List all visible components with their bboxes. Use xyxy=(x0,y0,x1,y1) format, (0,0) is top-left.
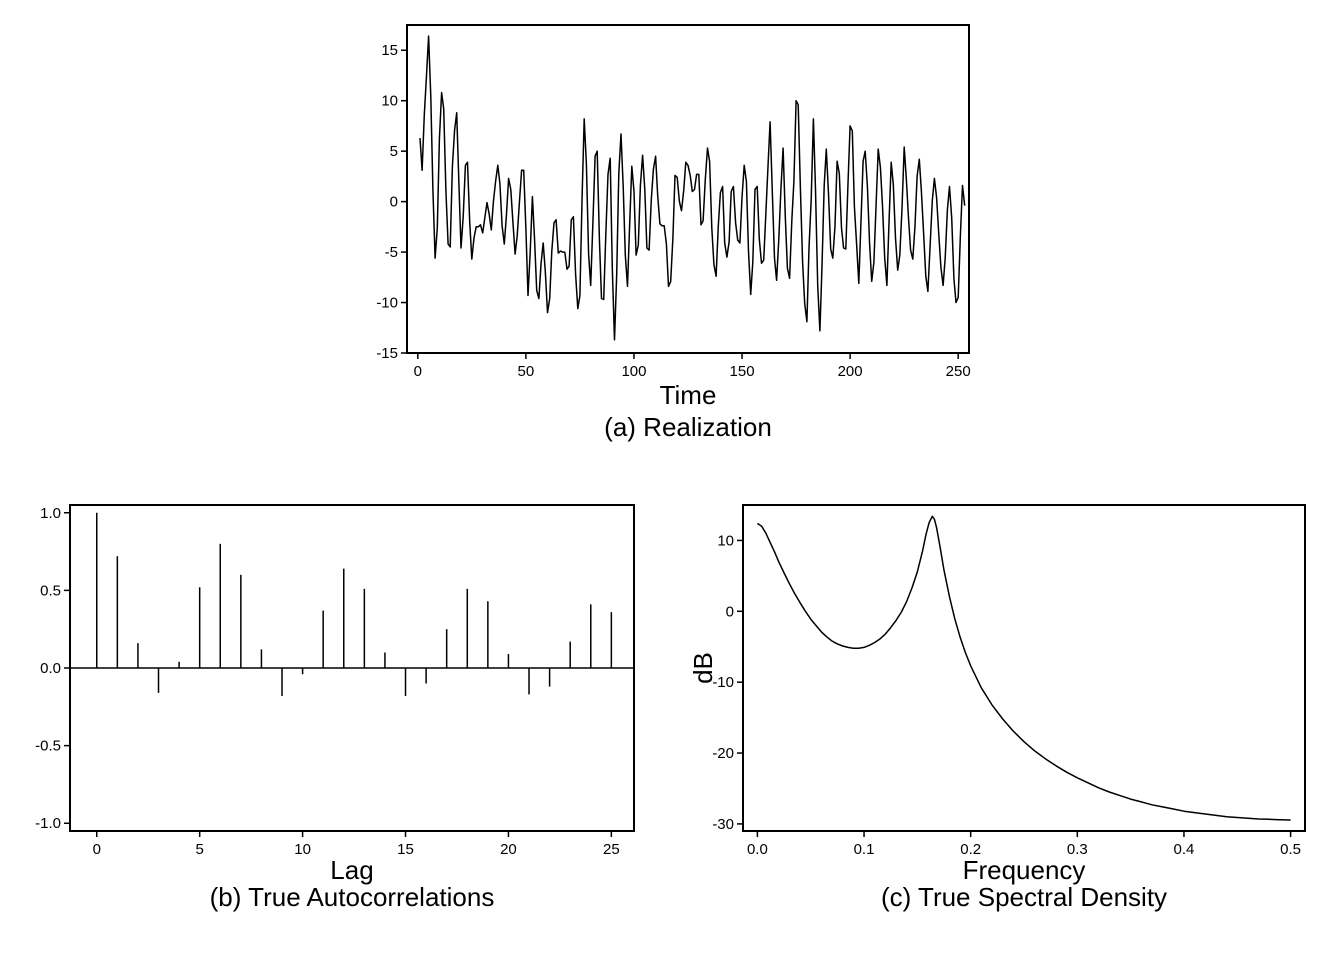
realization-x-tick-label: 150 xyxy=(730,363,755,380)
spectral-density-x-tick-label: 0.5 xyxy=(1280,841,1301,858)
spectral-density-y-tick-label: -10 xyxy=(712,674,734,691)
autocorrelations-y-tick-label: -0.5 xyxy=(35,738,61,755)
realization-y-tick-label: -5 xyxy=(385,244,398,261)
realization-x-tick-label: 200 xyxy=(838,363,863,380)
spectral-density-x-tick-label: 0.3 xyxy=(1067,841,1088,858)
realization-y-tick-label: -10 xyxy=(376,295,398,312)
spectral-density-y-tick-label: -20 xyxy=(712,745,734,762)
spectral-density-y-tick-label: 0 xyxy=(726,603,734,620)
spectral-density-x-tick-label: 0.2 xyxy=(960,841,981,858)
spectral-density-y-tick-label: -30 xyxy=(712,816,734,833)
autocorrelations-x-tick-label: 5 xyxy=(196,841,204,858)
autocorrelations-x-tick-label: 10 xyxy=(294,841,311,858)
autocorrelations-axis-ticks: 0 5 10 15 20 25 -1.0 -0.5 0.0 0.5 1.0 xyxy=(35,505,620,858)
autocorrelations-panel: 0 5 10 15 20 25 -1.0 -0.5 0.0 0.5 1.0 Lag (b) True… xyxy=(35,504,635,912)
autocorrelations-x-tick-label: 0 xyxy=(93,841,101,858)
realization-y-tick-label: -15 xyxy=(376,345,398,362)
spectral-density-axis-ticks: 0.0 0.1 0.2 0.3 0.4 0.5 -30 -20 -10 0 10 xyxy=(712,532,1301,858)
spectral-density-plot-frame xyxy=(742,504,1306,832)
spectral-density-x-tick-label: 0.1 xyxy=(854,841,875,858)
realization-x-tick-label: 50 xyxy=(518,363,535,380)
realization-x-tick-label: 250 xyxy=(946,363,971,380)
realization-caption: (a) Realization xyxy=(604,412,772,442)
autocorrelations-x-tick-label: 15 xyxy=(397,841,414,858)
autocorrelations-x-tick-label: 25 xyxy=(603,841,620,858)
spectral-density-curve xyxy=(756,515,1291,821)
realization-x-tick-label: 0 xyxy=(414,363,422,380)
spectral-density-panel: 0.0 0.1 0.2 0.3 0.4 0.5 -30 -20 -10 0 10 Frequency… xyxy=(688,504,1306,912)
spectral-density-x-tick-label: 0.4 xyxy=(1174,841,1195,858)
spectral-density-x-axis-title: Frequency xyxy=(963,855,1086,885)
autocorrelations-x-axis-title: Lag xyxy=(330,855,373,885)
autocorrelations-bars xyxy=(96,512,613,696)
realization-y-tick-label: 10 xyxy=(381,93,398,110)
realization-x-tick-label: 100 xyxy=(621,363,646,380)
realization-axis-ticks: 0 50 100 150 200 250 -15 -10 -5 0 5 10 15 xyxy=(376,42,970,380)
realization-plot-frame xyxy=(406,24,970,354)
spectral-density-y-tick-label: 10 xyxy=(717,532,734,549)
realization-panel: 0 50 100 150 200 250 -15 -10 -5 0 5 10 15 Time (a) R… xyxy=(376,24,971,442)
autocorrelations-y-tick-label: 0.5 xyxy=(40,582,61,599)
realization-series-line xyxy=(419,35,966,341)
spectral-density-x-tick-label: 0.0 xyxy=(747,841,768,858)
autocorrelations-x-tick-label: 20 xyxy=(500,841,517,858)
autocorrelations-y-tick-label: 1.0 xyxy=(40,505,61,522)
autocorrelations-y-tick-label: 0.0 xyxy=(40,660,61,677)
realization-y-tick-label: 15 xyxy=(381,42,398,59)
autocorrelations-y-tick-label: -1.0 xyxy=(35,815,61,832)
spectral-density-caption: (c) True Spectral Density xyxy=(881,882,1167,912)
spectral-density-y-axis-title: dB xyxy=(688,652,718,684)
autocorrelations-caption: (b) True Autocorrelations xyxy=(210,882,495,912)
realization-y-tick-label: 0 xyxy=(390,194,398,211)
realization-y-tick-label: 5 xyxy=(390,143,398,160)
realization-x-axis-title: Time xyxy=(660,380,717,410)
